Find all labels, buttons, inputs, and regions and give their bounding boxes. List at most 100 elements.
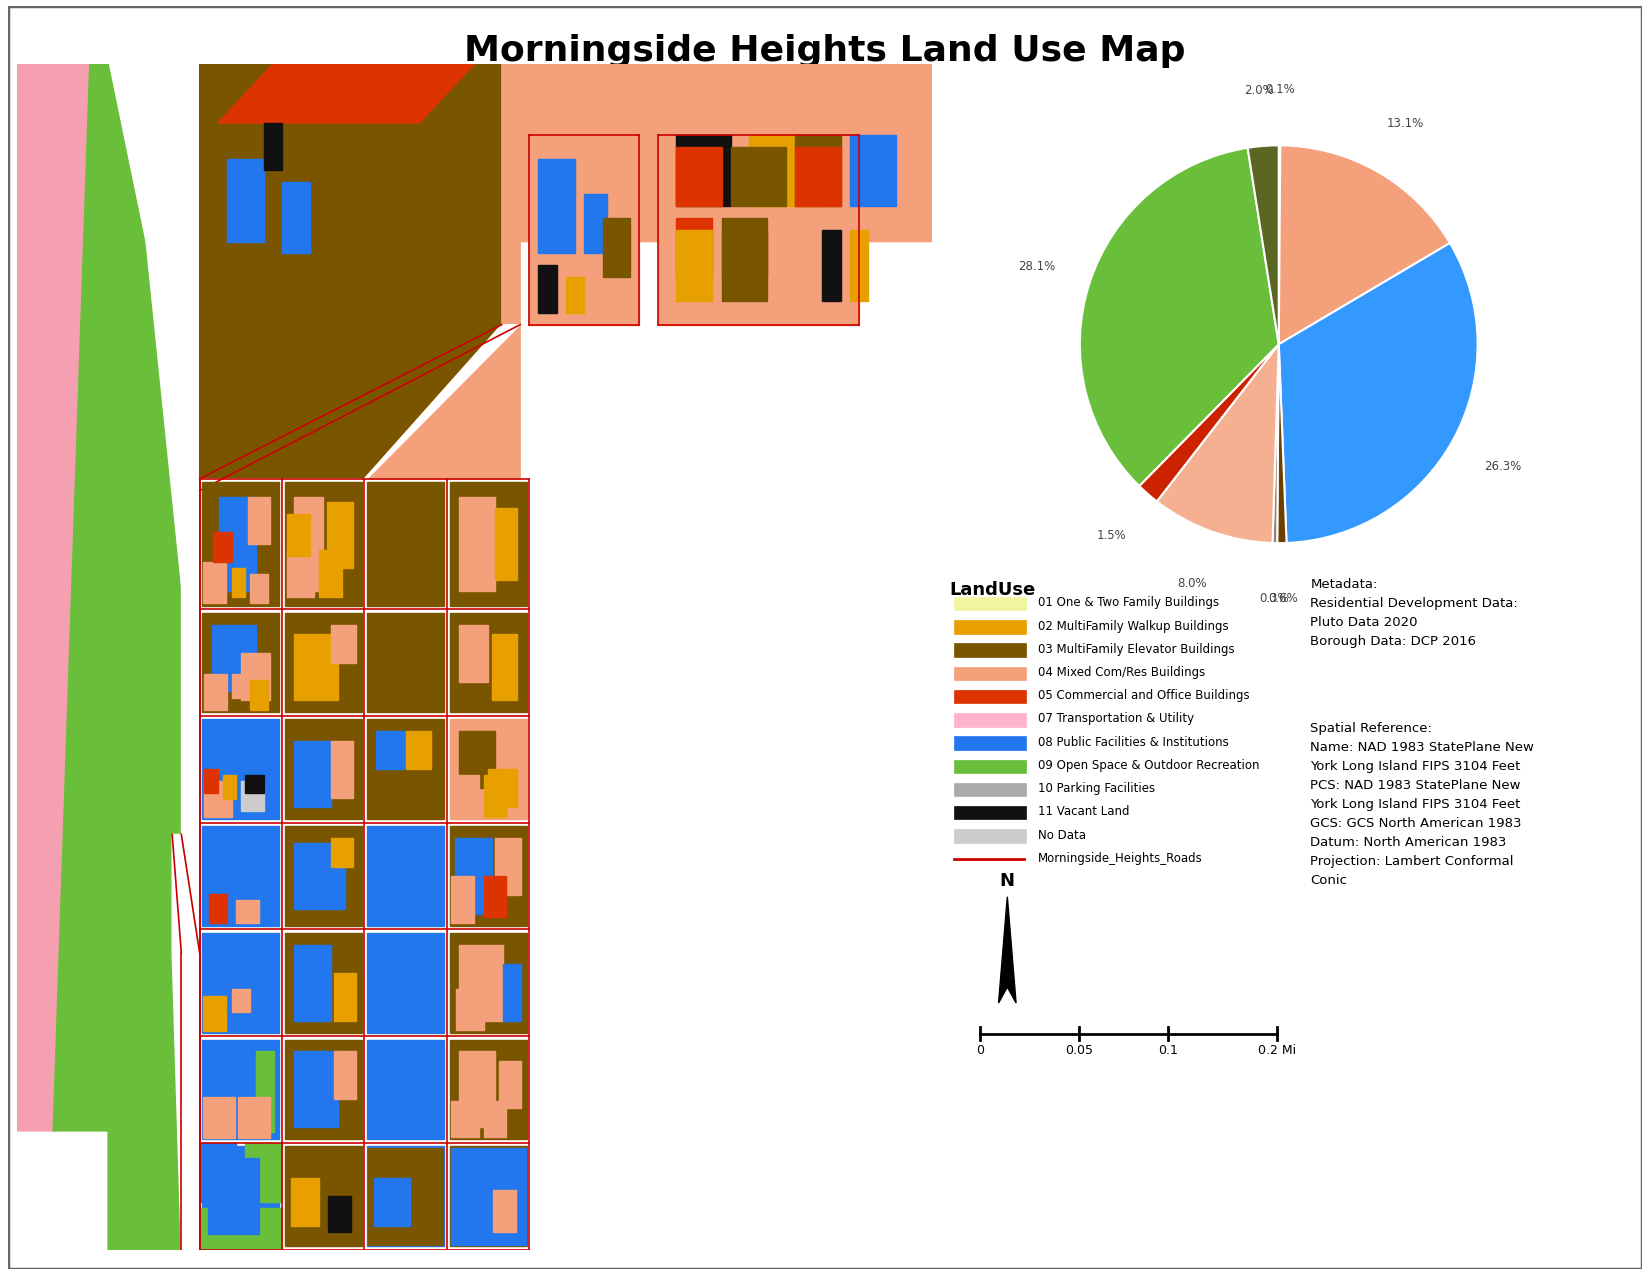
Bar — [330, 625, 356, 663]
Bar — [330, 838, 353, 867]
Text: 0: 0 — [977, 1044, 983, 1057]
Text: 04 Mixed Com/Res Buildings: 04 Mixed Com/Res Buildings — [1038, 666, 1204, 680]
Bar — [203, 933, 279, 1033]
Bar — [213, 532, 231, 562]
Bar — [566, 277, 584, 312]
Bar — [292, 1178, 318, 1225]
Bar — [455, 988, 483, 1030]
Bar — [530, 135, 639, 325]
Bar — [256, 1052, 274, 1132]
Bar — [658, 135, 860, 325]
Bar — [483, 876, 507, 918]
Bar — [294, 634, 338, 700]
Bar — [182, 64, 200, 1250]
Bar — [954, 829, 1026, 843]
Text: 0.1%: 0.1% — [1266, 83, 1295, 96]
Text: 0.05: 0.05 — [1066, 1044, 1092, 1057]
Polygon shape — [200, 64, 502, 479]
Bar — [503, 964, 521, 1021]
Text: 2.0%: 2.0% — [1244, 84, 1274, 97]
Bar — [294, 945, 330, 1021]
Text: 02 MultiFamily Walkup Buildings: 02 MultiFamily Walkup Buildings — [1038, 620, 1228, 632]
Bar — [294, 843, 345, 909]
Polygon shape — [998, 896, 1016, 1003]
Bar — [203, 1039, 279, 1140]
Bar — [203, 1146, 279, 1246]
Bar — [954, 667, 1026, 680]
Bar — [236, 900, 259, 923]
Text: 26.3%: 26.3% — [1483, 459, 1521, 473]
Bar — [954, 783, 1026, 796]
Bar — [777, 230, 804, 301]
Bar — [954, 806, 1026, 820]
Bar — [285, 826, 361, 926]
Bar — [459, 496, 495, 592]
Text: Metadata:
Residential Development Data:
Pluto Data 2020
Borough Data: DCP 2016: Metadata: Residential Development Data: … — [1310, 578, 1518, 648]
Bar — [452, 1102, 478, 1137]
Text: 8.0%: 8.0% — [1178, 578, 1208, 590]
Polygon shape — [365, 64, 932, 479]
Bar — [495, 838, 521, 895]
Bar — [954, 690, 1026, 704]
Bar — [368, 1146, 444, 1246]
Bar — [251, 681, 269, 710]
Bar — [676, 147, 721, 207]
Bar — [208, 1052, 252, 1132]
Bar — [459, 625, 488, 682]
Bar — [850, 230, 868, 301]
Text: 0.1: 0.1 — [1158, 1044, 1178, 1057]
Bar — [450, 1148, 526, 1244]
Bar — [795, 135, 842, 207]
Bar — [208, 945, 274, 1025]
Bar — [373, 728, 436, 812]
Bar — [285, 482, 361, 606]
Bar — [450, 1039, 526, 1140]
Text: 13.1%: 13.1% — [1388, 117, 1424, 130]
Bar — [450, 613, 526, 713]
Bar — [376, 732, 406, 769]
Bar — [749, 135, 822, 207]
Bar — [368, 1148, 444, 1244]
Bar — [246, 1142, 282, 1202]
Bar — [414, 1191, 434, 1225]
Text: 0.6%: 0.6% — [1267, 593, 1297, 606]
Bar — [455, 838, 492, 914]
Text: LandUse: LandUse — [950, 580, 1036, 599]
Bar — [954, 644, 1026, 657]
Bar — [850, 135, 896, 207]
Bar — [373, 1178, 411, 1225]
Bar — [954, 760, 1026, 773]
Bar — [264, 122, 282, 171]
Text: 28.1%: 28.1% — [1018, 260, 1054, 273]
Text: 01 One & Two Family Buildings: 01 One & Two Family Buildings — [1038, 597, 1219, 609]
Text: 05 Commercial and Office Buildings: 05 Commercial and Office Buildings — [1038, 690, 1249, 703]
Bar — [335, 973, 356, 1021]
Text: 1.5%: 1.5% — [1096, 529, 1125, 542]
Polygon shape — [16, 64, 89, 1131]
Bar — [228, 158, 264, 242]
Wedge shape — [1279, 145, 1450, 344]
Polygon shape — [172, 835, 200, 1250]
Text: 10 Parking Facilities: 10 Parking Facilities — [1038, 782, 1155, 796]
Bar — [294, 1052, 338, 1127]
Text: 07 Transportation & Utility: 07 Transportation & Utility — [1038, 713, 1193, 725]
Bar — [373, 1155, 437, 1239]
Bar — [285, 1148, 361, 1244]
Bar — [323, 1158, 353, 1187]
Bar — [203, 1096, 236, 1139]
Bar — [231, 567, 246, 597]
Bar — [452, 876, 475, 923]
Bar — [238, 1096, 271, 1139]
Bar — [285, 933, 361, 1033]
Bar — [210, 894, 228, 923]
Bar — [676, 230, 713, 301]
Wedge shape — [1279, 244, 1478, 543]
Bar — [205, 769, 218, 793]
Bar — [954, 737, 1026, 750]
Bar — [285, 719, 361, 819]
Wedge shape — [1138, 344, 1279, 501]
Bar — [205, 674, 228, 710]
Bar — [223, 775, 236, 799]
Bar — [954, 713, 1026, 727]
Bar — [368, 719, 444, 819]
